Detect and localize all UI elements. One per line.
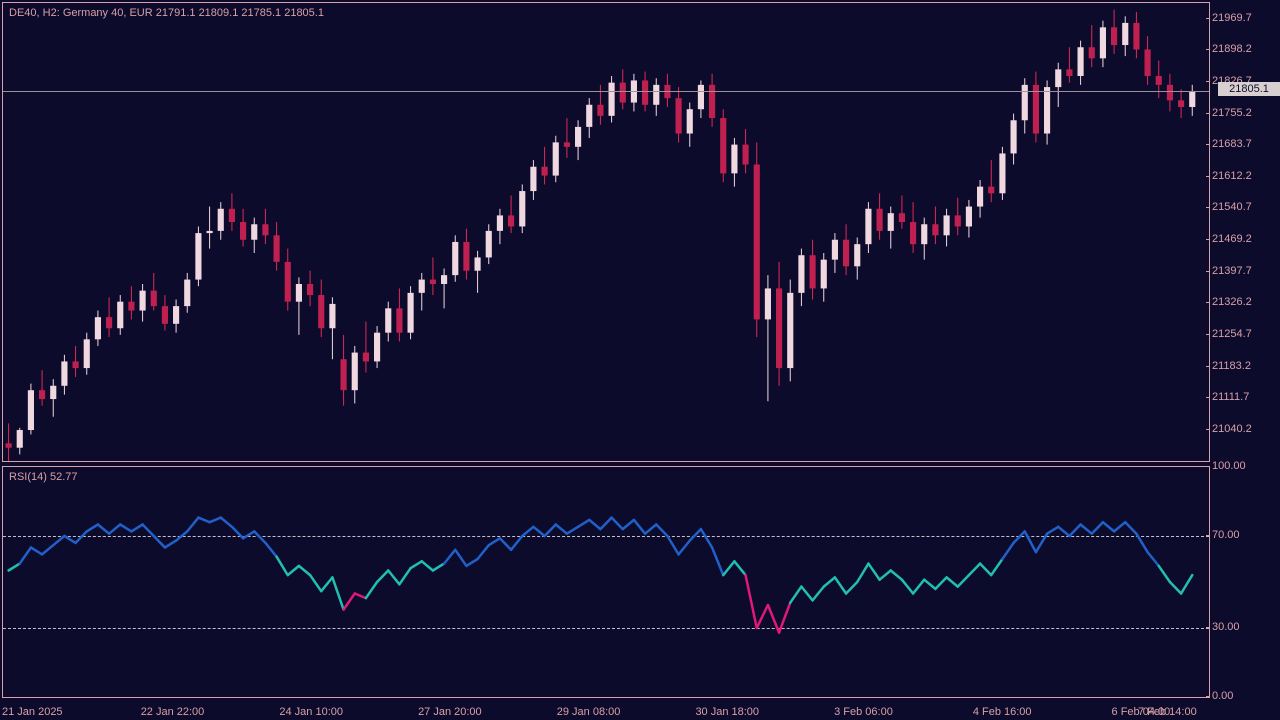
x-tick-label: 30 Jan 18:00 <box>695 706 759 718</box>
y-tick-label: 21898.2 <box>1212 43 1252 55</box>
rsi-indicator-chart[interactable]: RSI(14) 52.77 <box>2 466 1210 698</box>
x-tick-label: 22 Jan 22:00 <box>141 706 205 718</box>
y-tick-label: 21040.2 <box>1212 423 1252 435</box>
y-tick-label: 21969.7 <box>1212 12 1252 24</box>
main-candlestick-chart[interactable]: DE40, H2: Germany 40, EUR 21791.1 21809.… <box>2 2 1210 462</box>
y-tick-label: 21683.7 <box>1212 138 1252 150</box>
y-tick-label: 21469.2 <box>1212 233 1252 245</box>
rsi-y-tick: 70.00 <box>1212 529 1240 541</box>
y-tick-label: 21254.7 <box>1212 328 1252 340</box>
time-x-axis: 21 Jan 2025 22 Jan 22:00 24 Jan 10:00 27 Ja… <box>2 700 1210 718</box>
x-tick-label: 7 Feb 14:00 <box>1138 706 1197 718</box>
rsi-y-tick: 30.00 <box>1212 621 1240 633</box>
current-price-line <box>3 91 1209 92</box>
rsi-y-axis: 0.0030.0070.00100.00 <box>1212 466 1280 698</box>
x-tick-label: 21 Jan 2025 <box>2 706 63 718</box>
x-tick-label: 3 Feb 06:00 <box>834 706 893 718</box>
y-tick-label: 21397.7 <box>1212 265 1252 277</box>
x-tick-label: 24 Jan 10:00 <box>279 706 343 718</box>
x-tick-label: 4 Feb 16:00 <box>973 706 1032 718</box>
price-y-axis: 21040.2 21111.7 21183.2 21254.7 21326.2 21397… <box>1212 2 1280 462</box>
y-tick-label: 21755.2 <box>1212 107 1252 119</box>
y-tick-label: 21326.2 <box>1212 296 1252 308</box>
y-tick-label: 21612.2 <box>1212 170 1252 182</box>
current-price-tag: 21805.1 <box>1218 82 1280 96</box>
x-tick-label: 29 Jan 08:00 <box>557 706 621 718</box>
y-tick-label: 21111.7 <box>1212 391 1249 403</box>
y-tick-label: 21183.2 <box>1212 360 1251 372</box>
x-tick-label: 27 Jan 20:00 <box>418 706 482 718</box>
y-tick-label: 21540.7 <box>1212 201 1252 213</box>
candlestick-canvas <box>3 3 1209 461</box>
rsi-y-tick: 0.00 <box>1212 690 1233 702</box>
rsi-y-tick: 100.00 <box>1212 460 1246 472</box>
rsi-canvas <box>3 467 1209 697</box>
